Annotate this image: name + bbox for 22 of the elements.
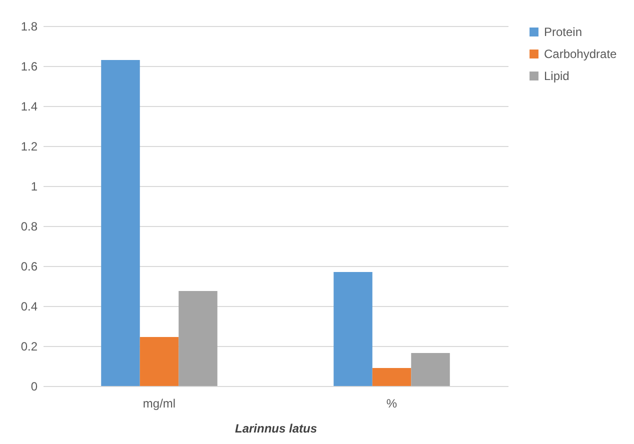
bar [334,272,372,386]
bar [178,291,218,386]
bar [140,337,179,386]
bar [372,368,412,386]
y-tick-label: 0.6 [20,260,38,274]
y-tick-label: 0.2 [20,340,38,354]
bar [101,60,140,386]
x-axis-title: Larinnus latus [234,422,318,436]
x-tick-label: mg/ml [142,396,176,410]
y-tick-label: 1.2 [20,140,38,154]
bar [411,353,450,386]
legend-label: Lipid [544,69,570,83]
y-tick-label: 1.8 [20,20,38,34]
y-tick-label: 1.6 [20,60,38,74]
legend-label: Protein [544,25,582,39]
y-tick-label: 0.8 [20,220,38,234]
y-tick-label: 0.4 [20,300,38,314]
y-tick-label: 1.4 [20,100,38,114]
y-tick-label: 0 [30,380,38,394]
legend-label: Carbohydrate [544,47,618,61]
y-tick-label: 1 [30,180,38,194]
x-tick-label: % [386,396,398,410]
